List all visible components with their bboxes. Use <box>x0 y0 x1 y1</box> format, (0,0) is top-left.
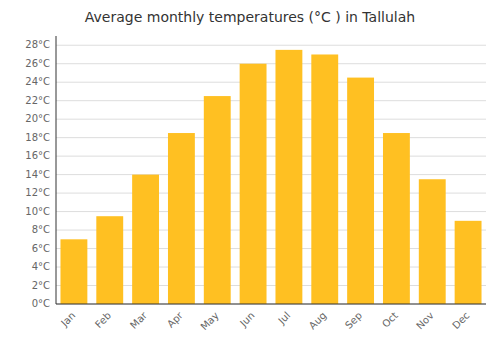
y-tick-label: 6°C <box>32 243 50 254</box>
x-tick-label: Mar <box>128 309 150 331</box>
bar <box>419 179 446 304</box>
x-tick-label: Apr <box>165 309 186 330</box>
y-tick-label: 2°C <box>32 280 50 291</box>
grid-line <box>56 45 486 46</box>
x-axis: Jan Feb Mar Apr May Jun Jul Aug Sep Oct Nov Dec <box>58 309 472 332</box>
bar <box>60 239 87 304</box>
grid <box>56 45 486 304</box>
grid-line <box>56 63 486 64</box>
x-tick-label: Sep <box>343 310 364 331</box>
bar <box>240 64 267 304</box>
bar <box>96 216 123 304</box>
y-axis: 0°C 2°C 4°C 6°C 8°C 10°C 12°C 14°C 16°C 18°C 20°C 2… <box>25 39 50 309</box>
grid-line <box>56 156 486 157</box>
y-tick-label: 4°C <box>32 261 50 272</box>
y-tick-label: 14°C <box>25 169 50 180</box>
bar <box>168 133 195 304</box>
grid-line <box>56 82 486 83</box>
y-tick-label: 20°C <box>25 113 50 124</box>
bar <box>347 78 374 304</box>
y-tick-label: 12°C <box>25 187 50 198</box>
y-tick-label: 26°C <box>25 58 50 69</box>
x-tick-label: Feb <box>93 310 113 330</box>
grid-line <box>56 100 486 101</box>
x-tick-label: Jul <box>275 310 292 327</box>
y-tick-label: 24°C <box>25 76 50 87</box>
x-tick-label: Dec <box>450 310 471 331</box>
x-tick-label: Nov <box>414 310 436 332</box>
x-tick-label: Oct <box>380 310 400 330</box>
y-tick-label: 0°C <box>32 298 50 309</box>
title: Average monthly temperatures (°C ) in Ta… <box>85 9 415 25</box>
grid-line <box>56 119 486 120</box>
y-axis-line <box>56 36 57 304</box>
bar <box>383 133 410 304</box>
bar <box>275 50 302 304</box>
x-tick-label: Aug <box>307 310 329 332</box>
bar <box>311 54 338 304</box>
y-tick-label: 10°C <box>25 206 50 217</box>
y-tick-label: 18°C <box>25 132 50 143</box>
x-tick-label: Jun <box>237 310 257 330</box>
x-tick-label: May <box>198 310 220 332</box>
grid-line <box>56 304 486 305</box>
grid-line <box>56 137 486 138</box>
grid-line <box>56 174 486 175</box>
x-axis-line <box>56 304 486 305</box>
y-tick-label: 28°C <box>25 39 50 50</box>
y-tick-label: 22°C <box>25 95 50 106</box>
bar <box>132 175 159 304</box>
y-tick-label: 8°C <box>32 224 50 235</box>
bars <box>60 50 481 304</box>
bar <box>455 221 482 304</box>
x-tick-label: Jan <box>58 310 77 329</box>
bar <box>204 96 231 304</box>
y-tick-label: 16°C <box>25 150 50 161</box>
chart: Average monthly temperatures (°C ) in Ta… <box>0 0 500 350</box>
